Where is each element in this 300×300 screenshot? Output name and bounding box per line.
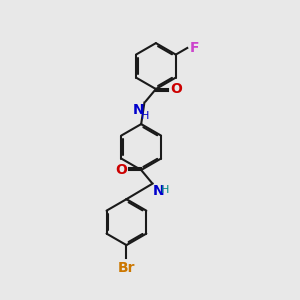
Text: H: H	[161, 185, 169, 195]
Text: N: N	[133, 103, 144, 117]
Text: O: O	[170, 82, 182, 96]
Text: Br: Br	[118, 261, 135, 275]
Text: N: N	[153, 184, 164, 198]
Text: H: H	[140, 111, 149, 121]
Text: O: O	[115, 163, 127, 177]
Text: F: F	[189, 41, 199, 55]
